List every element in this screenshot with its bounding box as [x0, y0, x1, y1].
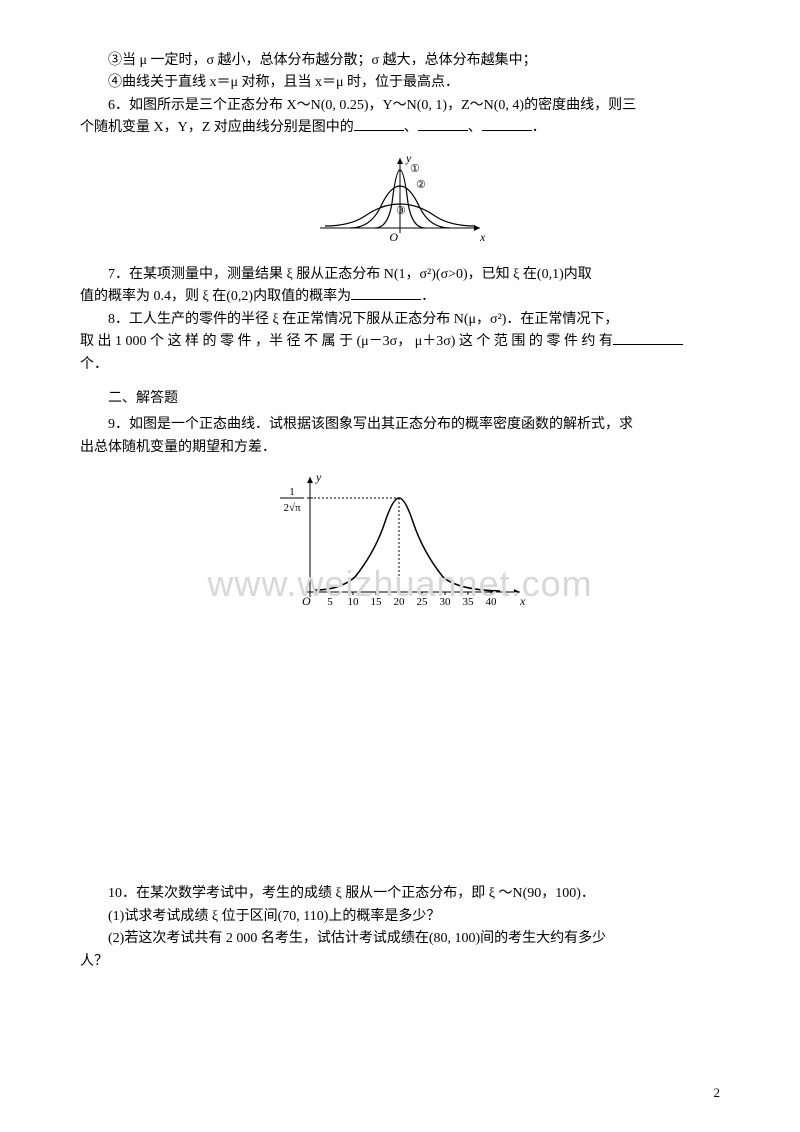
question-10-sub2: (2)若这次考试共有 2 000 名考生，试估计考试成绩在(80, 100)间的… — [80, 928, 720, 950]
svg-text:40: 40 — [486, 596, 498, 608]
svg-text:O: O — [302, 594, 311, 608]
section-2-title: 二、解答题 — [80, 388, 720, 410]
q7-end: ． — [421, 289, 435, 304]
svg-text:35: 35 — [463, 596, 475, 608]
svg-text:5: 5 — [327, 596, 333, 608]
svg-text:30: 30 — [440, 596, 452, 608]
svg-text:15: 15 — [371, 596, 383, 608]
question-9-line2: 出总体随机变量的期望和方差． — [80, 437, 720, 459]
blank-3 — [482, 117, 532, 131]
question-8-line2: 取 出 1 000 个 这 样 的 零 件 ，半 径 不 属 于 (μ－3σ， … — [80, 331, 720, 353]
question-10-sub2-cont: 人？ — [80, 951, 720, 973]
question-7-line1: 7．在某项测量中，测量结果 ξ 服从正态分布 N(1，σ²)(σ>0)，已知 ξ… — [80, 264, 720, 286]
svg-text:③: ③ — [396, 205, 406, 217]
q6-sep1: 、 — [404, 120, 418, 135]
svg-text:10: 10 — [348, 596, 360, 608]
svg-text:2√π: 2√π — [283, 502, 301, 514]
q6-text: 个随机变量 X，Y，Z 对应曲线分别是图中的 — [80, 120, 354, 135]
page-number: 2 — [714, 1083, 721, 1104]
figure-1-normal-curves: O x y ① ② ③ — [80, 148, 720, 256]
svg-text:x: x — [519, 594, 526, 608]
blank-4 — [351, 286, 421, 300]
svg-text:x: x — [479, 230, 486, 244]
text-line-4: ④曲线关于直线 x＝μ 对称，且当 x＝μ 时，位于最高点． — [80, 72, 720, 94]
blank-1 — [354, 117, 404, 131]
question-7-line2: 值的概率为 0.4，则 ξ 在(0,2)内取值的概率为 ． — [80, 286, 720, 308]
question-10-sub1: (1)试求考试成绩 ξ 位于区间(70, 110)上的概率是多少？ — [80, 906, 720, 928]
blank-5 — [613, 331, 683, 345]
q6-sep2: 、 — [468, 120, 482, 135]
question-9-line1: 9．如图是一个正态曲线．试根据该图象写出其正态分布的概率密度函数的解析式，求 — [80, 414, 720, 436]
q6-end: ． — [532, 120, 546, 135]
blank-2 — [418, 117, 468, 131]
question-6-line1: 6．如图所示是三个正态分布 X～N(0, 0.25)，Y～N(0, 1)，Z～N… — [80, 95, 720, 117]
question-6-line2: 个随机变量 X，Y，Z 对应曲线分别是图中的 、 、 ． — [80, 117, 720, 139]
svg-text:20: 20 — [394, 596, 406, 608]
question-8-line1: 8．工人生产的零件的半径 ξ 在正常情况下服从正态分布 N(μ，σ²)．在正常情… — [80, 309, 720, 331]
svg-text:②: ② — [416, 179, 426, 191]
question-8-line3: 个． — [80, 354, 720, 376]
svg-text:y: y — [315, 470, 322, 484]
svg-text:①: ① — [410, 163, 420, 175]
question-10-line1: 10．在某次数学考试中，考生的成绩 ξ 服从一个正态分布，即 ξ ～N(90，1… — [80, 883, 720, 905]
q7-text: 值的概率为 0.4，则 ξ 在(0,2)内取值的概率为 — [80, 289, 351, 304]
svg-text:O: O — [389, 230, 398, 244]
spacer — [80, 633, 720, 883]
svg-text:25: 25 — [417, 596, 429, 608]
svg-text:1: 1 — [289, 486, 295, 498]
q8-text: 取 出 1 000 个 这 样 的 零 件 ，半 径 不 属 于 (μ－3σ， … — [80, 334, 613, 349]
text-line-3: ③当 μ 一定时，σ 越小，总体分布越分散；σ 越大，总体分布越集中； — [80, 50, 720, 72]
figure-2-normal-pdf: O x y 5 10 15 20 25 30 35 40 1 2√π — [80, 467, 720, 625]
